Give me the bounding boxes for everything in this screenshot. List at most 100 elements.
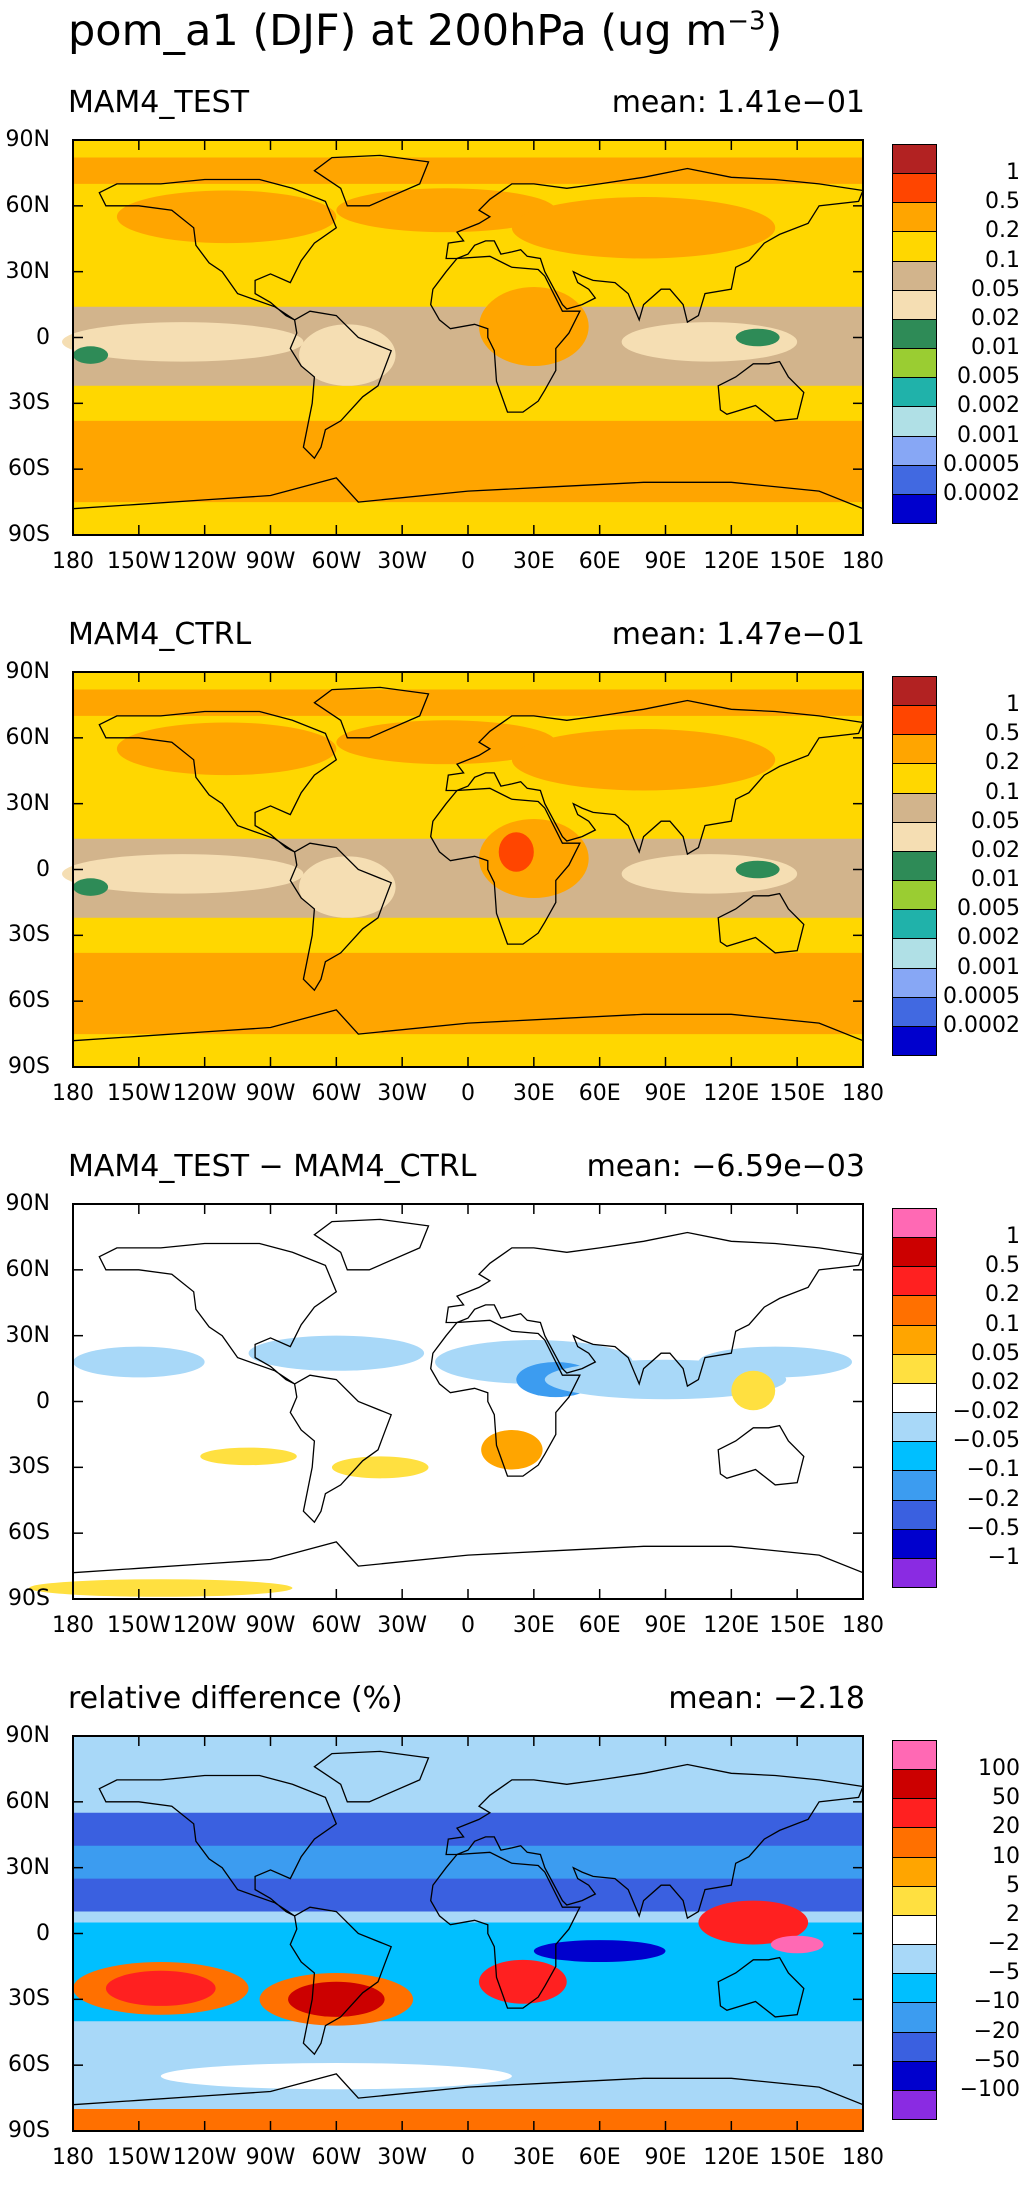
lon-label: 120E bbox=[703, 1081, 760, 1106]
coastline bbox=[98, 710, 338, 853]
colorbar-swatch bbox=[892, 1557, 937, 1588]
field-contour bbox=[698, 1900, 809, 1945]
lat-label: 30N bbox=[5, 1322, 50, 1348]
field-contour bbox=[73, 952, 863, 1035]
map-panel-ctrl: MAM4_CTRL mean: 1.47e−01 90N 60N 30N 0 30S 60S 9… bbox=[0, 610, 1033, 1130]
colorbar-label: 0.0005 bbox=[943, 983, 1020, 1009]
lat-label: 90S bbox=[8, 1054, 50, 1079]
coastline bbox=[430, 787, 581, 945]
lon-label: 60W bbox=[311, 549, 362, 574]
lon-label: 60E bbox=[578, 1081, 621, 1106]
colorbar-label: −0.2 bbox=[966, 1486, 1020, 1512]
colorbar-label: −100 bbox=[959, 2076, 1020, 2102]
colorbar-label: 0.5 bbox=[985, 1253, 1020, 1279]
lon-label: 60W bbox=[311, 2145, 362, 2170]
field-contour bbox=[73, 689, 863, 716]
field-contour bbox=[511, 197, 776, 259]
field-contour bbox=[73, 420, 863, 503]
lon-label: 0 bbox=[461, 549, 475, 574]
lat-label: 60N bbox=[5, 724, 50, 750]
coastline bbox=[98, 1242, 338, 1385]
colorbar-swatch bbox=[892, 493, 937, 524]
colorbar-label: −50 bbox=[973, 2047, 1020, 2073]
field-contour bbox=[29, 1579, 293, 1597]
coastline bbox=[289, 1374, 393, 1524]
lon-label: 90E bbox=[644, 1081, 687, 1106]
colorbar-label: −0.02 bbox=[952, 1399, 1020, 1425]
field-contour bbox=[731, 1370, 776, 1411]
title-superscript: −3 bbox=[727, 6, 766, 37]
coastline bbox=[717, 892, 805, 954]
colorbar-label: 0.02 bbox=[971, 837, 1020, 863]
colorbar: 1 0.5 0.2 0.1 0.05 0.02 −0.02 −0.05 −0.1 −0.2 −0.5… bbox=[892, 1208, 1032, 1588]
colorbar-label: 0.1 bbox=[985, 779, 1020, 805]
lat-label: 0 bbox=[36, 324, 50, 350]
colorbar-swatch bbox=[892, 880, 937, 911]
field-contour bbox=[299, 324, 396, 386]
colorbar-label: 0.2 bbox=[985, 218, 1020, 244]
colorbar: 100 50 20 10 5 2 −2 −5 −10 −20 −50 −100 bbox=[892, 1740, 1032, 2120]
colorbar-label: 0.05 bbox=[971, 276, 1020, 302]
lon-label: 90W bbox=[245, 549, 296, 574]
coastline bbox=[313, 1218, 430, 1271]
lon-label: 120E bbox=[703, 2145, 760, 2170]
field-contour bbox=[336, 720, 556, 765]
coastline bbox=[717, 360, 805, 422]
field-contour bbox=[73, 1204, 863, 1599]
colorbar-swatch bbox=[892, 1025, 937, 1056]
colorbar-swatch bbox=[892, 1528, 937, 1559]
field-contour bbox=[288, 1981, 385, 2017]
lon-label: 180 bbox=[52, 1613, 94, 1638]
colorbar-label: −0.05 bbox=[952, 1428, 1020, 1454]
colorbar-label: 0.02 bbox=[971, 1369, 1020, 1395]
lon-label: 150W bbox=[106, 2145, 171, 2170]
field-contour bbox=[105, 1970, 216, 2006]
colorbar-label: 0.005 bbox=[957, 896, 1020, 922]
lon-label: 30W bbox=[377, 1081, 428, 1106]
field-contour bbox=[200, 1447, 297, 1466]
lat-label: 30N bbox=[5, 790, 50, 816]
lon-label: 90E bbox=[644, 2145, 687, 2170]
colorbar-label: −0.5 bbox=[966, 1515, 1020, 1541]
lat-label: 90N bbox=[5, 1191, 50, 1216]
lon-label: 150E bbox=[769, 549, 826, 574]
field-contour bbox=[73, 157, 863, 184]
map-panel-diff: MAM4_TEST − MAM4_CTRL mean: −6.59e−03 90N 6… bbox=[0, 1142, 1033, 1662]
colorbar-swatch bbox=[892, 2089, 937, 2120]
lat-label: 60N bbox=[5, 192, 50, 218]
colorbar-label: 0.5 bbox=[985, 721, 1020, 747]
colorbar-swatch bbox=[892, 1237, 937, 1268]
colorbar-label: 0.0002 bbox=[943, 1012, 1020, 1038]
coastline bbox=[717, 1956, 805, 2018]
coastline bbox=[445, 1231, 864, 1388]
map-panel-reldiff: relative difference (%) mean: −2.18 90N 60N… bbox=[0, 1674, 1033, 2194]
colorbar-label: −10 bbox=[973, 1989, 1020, 2015]
colorbar-label: 0.005 bbox=[957, 364, 1020, 390]
lon-label: 60W bbox=[311, 1081, 362, 1106]
lon-label: 150W bbox=[106, 1613, 171, 1638]
colorbar-label: 0.001 bbox=[957, 954, 1020, 980]
colorbar-swatch bbox=[892, 2060, 937, 2091]
lon-label: 180 bbox=[52, 2145, 94, 2170]
colorbar-swatch bbox=[892, 1208, 937, 1239]
field-contour bbox=[73, 878, 109, 896]
lon-label: 120E bbox=[703, 549, 760, 574]
panel-mean: mean: 1.47e−01 bbox=[611, 617, 865, 652]
colorbar-label: 0.2 bbox=[985, 750, 1020, 776]
colorbar-swatch bbox=[892, 1769, 937, 1800]
colorbar-swatch bbox=[892, 348, 937, 379]
figure-title: pom_a1 (DJF) at 200hPa (ug m−3) bbox=[68, 6, 782, 56]
panel-name: relative difference (%) bbox=[68, 1681, 403, 1716]
map-plot bbox=[29, 1203, 864, 1600]
lon-label: 90E bbox=[644, 549, 687, 574]
field-contour bbox=[73, 1346, 205, 1378]
coastline bbox=[313, 1750, 430, 1803]
lat-label: 90N bbox=[5, 127, 50, 152]
colorbar-swatch bbox=[892, 435, 937, 466]
colorbar: 1 0.5 0.2 0.1 0.05 0.02 0.01 0.005 0.002 0.001 0.0… bbox=[892, 676, 1032, 1056]
colorbar-swatch bbox=[892, 1441, 937, 1472]
map-plot bbox=[72, 1735, 864, 2132]
lon-label: 90W bbox=[245, 1081, 296, 1106]
coastline bbox=[313, 154, 430, 207]
lat-label: 30N bbox=[5, 1854, 50, 1880]
